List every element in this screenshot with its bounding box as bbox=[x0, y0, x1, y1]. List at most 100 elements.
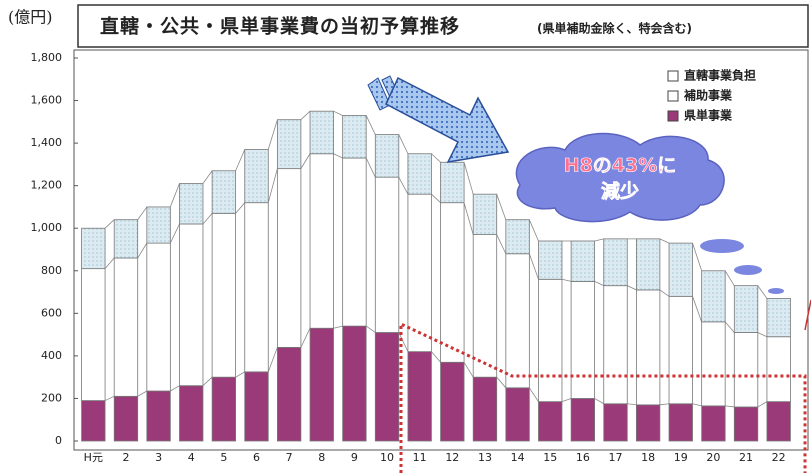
bar-segment bbox=[538, 278, 563, 403]
connector bbox=[724, 321, 735, 333]
bar-segment bbox=[668, 403, 693, 442]
connector bbox=[104, 395, 115, 401]
x-tick-label: 4 bbox=[188, 451, 195, 464]
connector bbox=[300, 110, 311, 120]
connector bbox=[692, 296, 703, 322]
chart-title: 直轄・公共・県単事業費の当初予算推移 bbox=[100, 15, 460, 38]
bar-segment bbox=[440, 361, 465, 442]
x-tick-label: 21 bbox=[739, 451, 753, 464]
x-tick-label: 14 bbox=[511, 451, 525, 464]
connector bbox=[692, 403, 702, 407]
connector bbox=[267, 347, 278, 372]
legend-label: 県単事業 bbox=[684, 108, 733, 123]
plot-frame bbox=[73, 49, 809, 451]
connector bbox=[300, 328, 311, 348]
y-tick-label: 600 bbox=[41, 306, 62, 319]
connector bbox=[202, 170, 213, 184]
bar-segment bbox=[407, 351, 432, 442]
x-tick-label: 18 bbox=[641, 451, 655, 464]
connector bbox=[692, 242, 703, 271]
bar-segment bbox=[505, 219, 530, 255]
connector bbox=[202, 376, 213, 386]
connector bbox=[398, 134, 409, 154]
annotation: 減少 bbox=[601, 180, 639, 203]
x-tick-label: 13 bbox=[478, 451, 492, 464]
connector bbox=[724, 270, 735, 286]
bar-segment bbox=[309, 153, 334, 329]
connector bbox=[627, 403, 637, 406]
connector bbox=[431, 351, 441, 363]
pointer-line bbox=[804, 299, 811, 331]
connector bbox=[463, 202, 474, 235]
bar-segment bbox=[635, 404, 661, 442]
legend: 県単事業 補助事業 直轄事業負担 bbox=[667, 68, 756, 123]
y-tick-label: 1,000 bbox=[31, 221, 63, 234]
connector bbox=[169, 183, 180, 208]
bar-segment bbox=[407, 153, 432, 195]
y-tick-label: 200 bbox=[41, 391, 62, 404]
connector bbox=[300, 153, 311, 169]
bar-segment bbox=[81, 268, 106, 401]
title-box bbox=[77, 4, 809, 48]
bar-segment bbox=[146, 206, 171, 244]
y-tick-label: 1,800 bbox=[31, 51, 63, 64]
connector bbox=[529, 387, 539, 402]
bar-segment bbox=[113, 257, 139, 397]
connector bbox=[137, 242, 148, 259]
bar-segment bbox=[472, 376, 498, 442]
connector bbox=[757, 401, 768, 408]
y-tick-label: 0 bbox=[55, 434, 62, 447]
x-tick-label: 5 bbox=[220, 451, 227, 464]
bar-segment bbox=[701, 321, 726, 407]
bar-segment bbox=[603, 403, 628, 442]
bar-segment bbox=[733, 406, 759, 442]
x-tick-label: 19 bbox=[674, 451, 688, 464]
x-tick-label: 10 bbox=[380, 451, 394, 464]
bar-segment bbox=[440, 202, 465, 363]
bar-segment bbox=[701, 270, 726, 323]
bar-segment bbox=[472, 193, 498, 236]
bar-segment bbox=[733, 332, 759, 408]
bar-segment bbox=[309, 110, 334, 155]
connector bbox=[365, 157, 376, 178]
annotation: H8の43%に bbox=[564, 155, 677, 177]
bar-segment bbox=[342, 325, 367, 442]
x-tick-label: 17 bbox=[609, 451, 623, 464]
bar-segment bbox=[766, 336, 791, 403]
connector bbox=[561, 278, 572, 282]
y-tick-label: 1,600 bbox=[31, 94, 63, 107]
bar-segment bbox=[570, 240, 596, 282]
bar-segment bbox=[211, 212, 237, 378]
connector bbox=[398, 176, 409, 195]
bar-segment bbox=[113, 395, 139, 442]
connector bbox=[235, 371, 245, 378]
bar-segment bbox=[538, 401, 563, 442]
plot-area: 0 200 400 600 800 1,000 1,200 1,400 1,600 1,800 H元… bbox=[31, 51, 791, 464]
chart-subtitle: (県単補助金除く、特会含む) bbox=[537, 21, 692, 36]
x-tick-label: 16 bbox=[576, 451, 590, 464]
connector bbox=[496, 194, 507, 220]
bar-segment bbox=[342, 115, 367, 159]
x-tick-label: 3 bbox=[155, 451, 162, 464]
x-tick-label: H元 bbox=[84, 451, 103, 464]
connector bbox=[431, 193, 441, 203]
bar-segment bbox=[570, 281, 596, 399]
bar-segment bbox=[81, 227, 106, 270]
connector bbox=[333, 325, 343, 329]
connector bbox=[104, 257, 115, 269]
y-tick-label: 400 bbox=[41, 349, 62, 362]
bar-segment bbox=[211, 376, 237, 442]
connector bbox=[267, 119, 278, 150]
bar-segment bbox=[374, 176, 400, 333]
x-tick-label: 8 bbox=[318, 451, 325, 464]
connector bbox=[333, 110, 343, 116]
x-tick-label: 12 bbox=[445, 451, 459, 464]
bar-segment bbox=[179, 183, 204, 225]
connector bbox=[431, 153, 441, 163]
bar-segment bbox=[211, 170, 237, 214]
connector bbox=[594, 238, 604, 242]
connector bbox=[757, 332, 768, 338]
connector bbox=[528, 219, 539, 242]
bar-segment bbox=[766, 298, 791, 338]
bar-segment bbox=[603, 238, 628, 287]
